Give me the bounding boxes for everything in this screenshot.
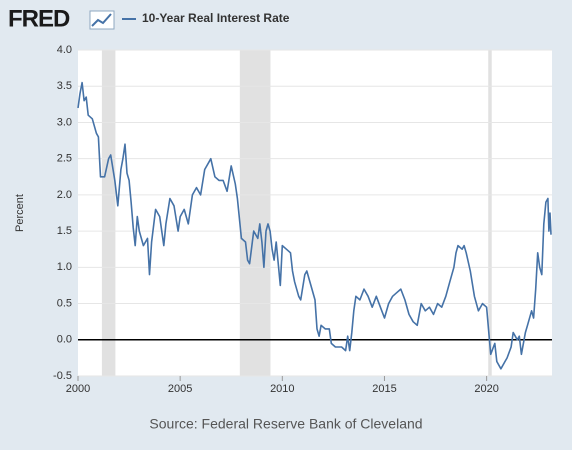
series-line [77, 81, 552, 370]
y-tick-label: 2.0 [57, 189, 72, 201]
y-tick-label: -0.5 [53, 370, 72, 382]
recession-band [101, 50, 116, 376]
y-axis-label: Percent [14, 194, 26, 232]
y-tick-label: 2.5 [57, 153, 72, 165]
y-tick-label: 0.0 [57, 334, 72, 346]
x-tick-label: 2005 [168, 383, 192, 395]
legend-label: 10-Year Real Interest Rate [142, 11, 290, 25]
x-tick-label: 2015 [372, 383, 396, 395]
y-tick-label: 1.0 [57, 261, 72, 273]
y-tick-label: 3.0 [57, 116, 72, 128]
logo: FRED [8, 5, 70, 32]
y-tick-label: 4.0 [57, 44, 72, 56]
recession-band [488, 50, 492, 376]
logo-icon [89, 10, 115, 30]
y-tick-label: 3.5 [57, 80, 72, 92]
y-tick-label: 0.5 [57, 297, 72, 309]
x-tick-label: 2010 [270, 383, 294, 395]
y-tick-label: 1.5 [57, 225, 72, 237]
source: Source: Federal Reserve Bank of Clevelan… [149, 416, 422, 432]
recession-band [239, 50, 271, 376]
x-tick-label: 2020 [474, 383, 498, 395]
x-tick-label: 2000 [66, 383, 90, 395]
plot-area [78, 50, 552, 376]
